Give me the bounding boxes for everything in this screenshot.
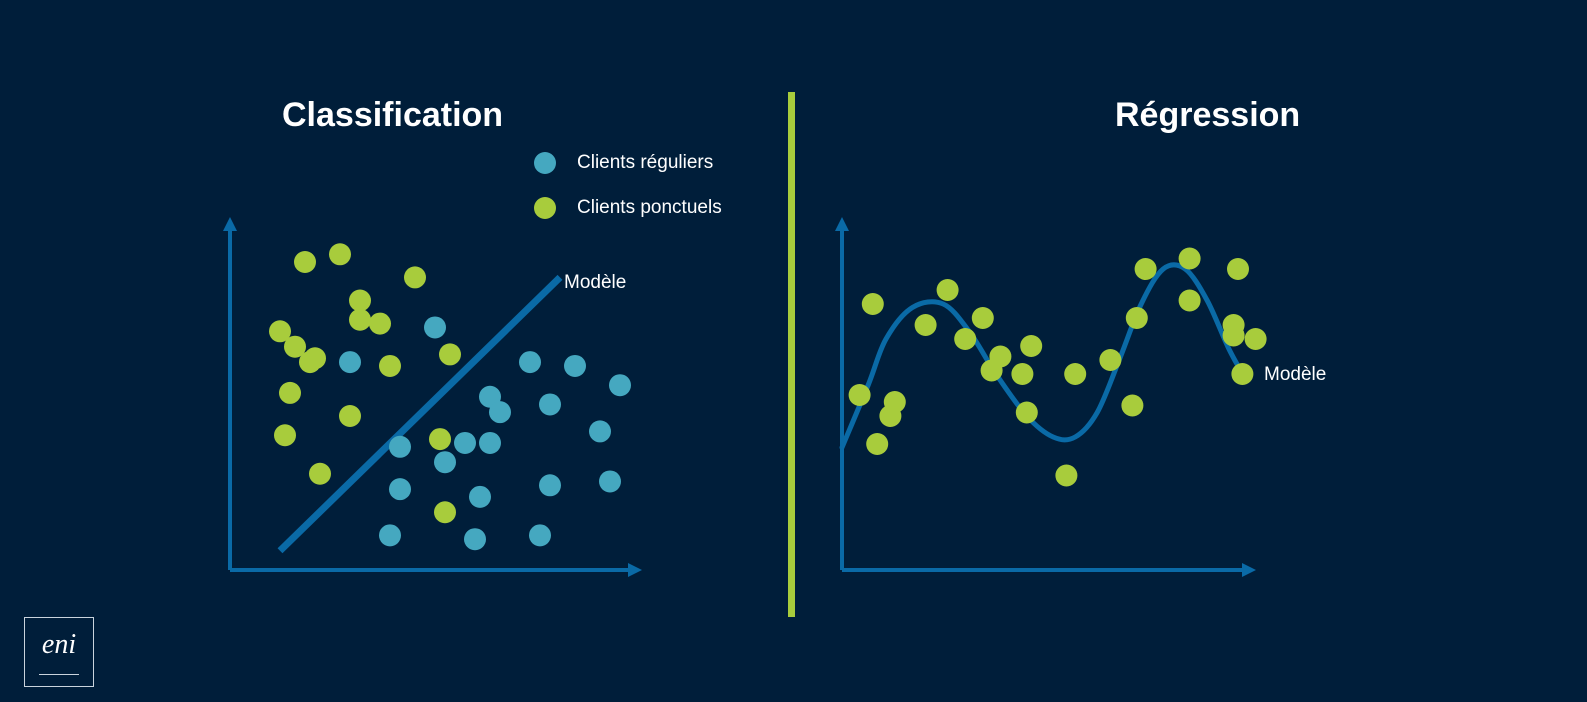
regular-client-point [589,420,611,443]
legend-label-regular: Clients réguliers [577,152,714,173]
regular-client-point [424,316,446,339]
regular-client-point [479,431,501,454]
regression-x-axis-arrow-icon [1242,563,1256,577]
regular-client-point [469,485,491,508]
regular-client-point [434,451,456,474]
regression-data-point [1227,258,1249,280]
regular-client-point [539,393,561,416]
occasional-client-point [434,501,456,524]
regular-client-point [389,478,411,501]
regression-data-point [954,328,977,350]
occasional-client-point [339,405,361,427]
occasional-client-point [404,266,426,289]
regression-data-point [1064,363,1087,385]
regression-title: Régression [1115,96,1301,134]
occasional-client-point [309,462,331,485]
regression-data-point [1011,363,1034,385]
classification-x-axis-arrow-icon [628,563,642,577]
occasional-client-point [379,354,401,377]
regression-data-point [1015,401,1038,424]
occasional-client-point [439,343,461,366]
regression-data-point [1231,363,1254,385]
regression-data-point [848,384,871,406]
regular-client-point [339,351,361,374]
occasional-client-point [304,347,326,370]
regression-data-point [861,293,884,315]
legend-item-regular: Clients réguliers [534,150,794,176]
regular-client-point [539,474,561,497]
regression-data-point [1222,324,1245,347]
regular-client-point [489,401,511,424]
eni-logo: eni [24,617,94,687]
occasional-client-point [429,428,451,451]
regression-model-label: Modèle [1264,364,1327,385]
occasional-client-point [369,312,391,335]
occasional-client-point [279,381,301,404]
regression-data-point [936,279,959,301]
occasional-client-point [294,251,316,273]
occasional-client-point [284,335,306,358]
regression-model-curve [839,262,1250,450]
legend-item-occasional: Clients ponctuels [534,195,794,221]
legend-label-occasional: Clients ponctuels [577,197,722,218]
regression-data-point [914,314,937,336]
regression-data-point [1134,258,1157,280]
regression-data-point [1244,328,1267,350]
regular-client-point [389,435,411,458]
regression-data-point [989,345,1012,368]
regular-client-point [609,374,631,397]
eni-logo-mark: eni [41,629,77,660]
regular-client-point [564,354,586,377]
occasional-dot-icon [534,197,556,219]
occasional-client-point [274,424,296,447]
regression-data-point [1055,464,1078,487]
regression-data-point [1121,394,1144,417]
regression-data-point [971,307,994,329]
regular-client-point [464,528,486,551]
occasional-client-point [349,289,371,312]
classification-y-axis-arrow-icon [223,217,237,231]
classification-model-label: Modèle [564,272,627,293]
regression-data-point [1099,349,1122,371]
classification-model-line [277,274,563,554]
classification-title: Classification [282,96,504,134]
regular-dot-icon [534,152,556,174]
occasional-client-point [329,243,351,266]
occasional-client-point [269,320,291,343]
occasional-client-point [349,308,371,331]
regular-client-point [599,470,621,493]
regression-data-point [1125,307,1148,329]
regular-client-point [529,524,551,547]
regular-client-point [519,351,541,374]
regression-data-point [1178,289,1201,312]
regular-client-point [379,524,401,547]
regression-data-point [1020,335,1043,357]
regression-data-point [866,433,889,455]
regular-client-point [454,431,476,454]
panel-divider [788,92,795,617]
eni-logo-underline [39,674,79,675]
regression-data-point [883,391,906,413]
regression-data-point [1178,247,1201,270]
regression-y-axis-arrow-icon [835,217,849,231]
